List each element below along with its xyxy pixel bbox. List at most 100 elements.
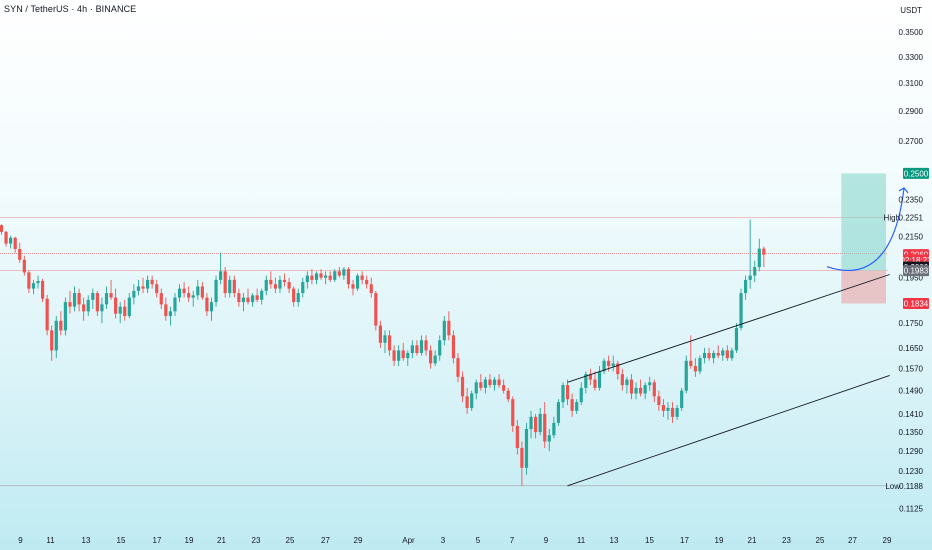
price-tag-0.1983: [903, 265, 929, 277]
candle-body: [657, 396, 661, 406]
candle-body: [114, 297, 118, 314]
x-tick-label: 15: [645, 536, 654, 545]
x-tick-label: 9: [544, 536, 549, 545]
candle-body: [63, 302, 68, 331]
candle-body: [4, 231, 8, 244]
price-tag-label: 0.1834: [904, 299, 929, 308]
candle-body: [351, 284, 355, 289]
candle-body: [424, 340, 428, 351]
low-value-label: 0.1188: [899, 482, 923, 491]
candle-body: [241, 297, 246, 303]
candle-body: [54, 320, 58, 351]
candle-body: [127, 297, 131, 317]
candle-body: [625, 379, 629, 386]
target-zone: [841, 173, 886, 271]
candle-body: [246, 297, 250, 303]
candle-body: [333, 271, 337, 280]
candle-body: [620, 374, 624, 386]
candle-body: [429, 350, 433, 364]
candle-body: [561, 385, 565, 403]
candle-body: [104, 293, 109, 305]
channel-upper-line: [567, 274, 890, 383]
candle-body: [556, 402, 561, 423]
candle-body: [150, 279, 154, 285]
candle-body: [355, 275, 360, 289]
x-tick-label: 19: [715, 536, 724, 545]
candle-body: [552, 422, 556, 436]
candle-body: [72, 293, 77, 307]
candle-body: [296, 293, 300, 303]
stop-zone: [841, 270, 886, 304]
y-tick-label: 0.1290: [899, 447, 924, 456]
candle-body: [337, 271, 341, 276]
channel-lower-line: [567, 375, 890, 487]
candle-body: [593, 379, 597, 388]
candle-body: [748, 275, 752, 280]
candle-body: [670, 407, 675, 417]
candle-body: [707, 352, 711, 359]
price-tag-0.1834: [903, 297, 929, 309]
candle-body: [273, 284, 277, 289]
candle-body: [209, 302, 214, 312]
candle-body: [716, 352, 720, 356]
candle-body: [584, 374, 588, 388]
candle-body: [214, 279, 218, 303]
candle-body: [177, 288, 182, 298]
candle-body: [520, 447, 524, 468]
candle-body: [401, 350, 405, 359]
candle-body: [570, 399, 574, 411]
x-tick-label: 13: [82, 536, 91, 545]
projection-arrow: [826, 187, 905, 272]
candle-body: [228, 279, 232, 294]
candle-body: [442, 320, 446, 341]
candle-body: [415, 345, 419, 353]
candle-body: [538, 413, 542, 433]
x-tick-label: 13: [610, 536, 619, 545]
low-label: Low: [885, 482, 900, 491]
candle-body: [145, 279, 150, 289]
candle-body: [232, 279, 236, 294]
candle-body: [534, 416, 538, 433]
candle-body: [118, 306, 122, 314]
x-tick-label: 29: [883, 536, 892, 545]
y-tick-label: 0.1230: [899, 467, 924, 476]
candle-body: [95, 293, 99, 312]
arrow-head-icon: [898, 187, 909, 194]
candle-body: [680, 390, 684, 408]
candle-body: [684, 360, 688, 391]
candle-body: [529, 416, 533, 430]
candle-body: [40, 280, 45, 299]
candle-body: [173, 297, 177, 312]
x-tick-label: 17: [680, 536, 689, 545]
candle-body: [18, 249, 22, 260]
candle-body: [392, 350, 396, 361]
x-tick-label: 5: [476, 536, 481, 545]
candle-body: [406, 352, 410, 359]
candle-body: [456, 358, 460, 377]
candle-body: [319, 273, 323, 278]
candle-body: [397, 350, 401, 361]
candle-body: [250, 295, 255, 303]
price-tag-label: 0.2500: [904, 169, 929, 178]
candle-body: [305, 275, 309, 283]
candle-body: [100, 304, 104, 312]
candle-body: [0, 225, 4, 232]
candle-body: [369, 284, 373, 294]
candle-body: [675, 407, 679, 417]
x-tick-label: 27: [321, 536, 330, 545]
candle-body: [543, 413, 547, 442]
candle-body: [155, 284, 159, 294]
x-tick-label: 15: [117, 536, 126, 545]
x-tick-label: 21: [217, 536, 226, 545]
candle-body: [68, 302, 72, 307]
candle-body: [45, 298, 49, 331]
candle-body: [492, 379, 497, 386]
candle-body: [324, 275, 328, 278]
y-tick-label: 0.3300: [899, 53, 924, 62]
currency-label: USDT: [900, 6, 922, 15]
candle-body: [734, 327, 739, 351]
candle-body: [488, 379, 492, 386]
candle-body: [565, 385, 570, 400]
y-tick-label: 0.3100: [899, 79, 924, 88]
candle-body: [607, 360, 611, 367]
